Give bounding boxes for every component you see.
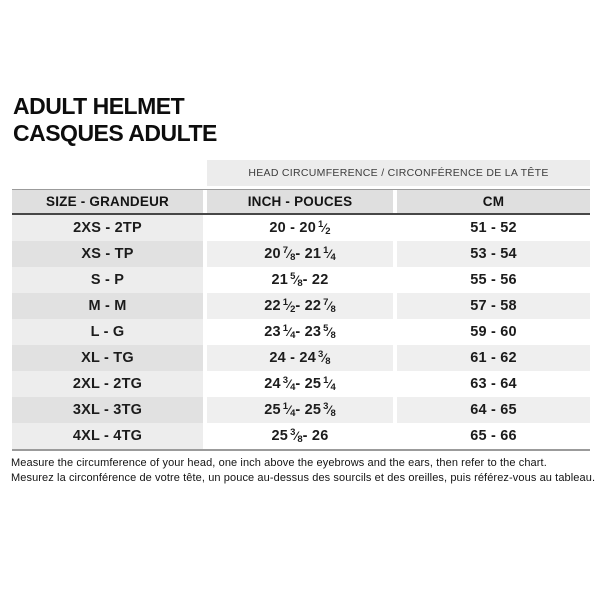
page-title-line1: ADULT HELMET xyxy=(13,93,185,119)
table-row: S - P 21 5 ⁄ 8 - 22 55 - 56 xyxy=(12,267,590,293)
page-title: ADULT HELMET CASQUES ADULTE xyxy=(13,93,217,147)
cm-cell: 59 - 60 xyxy=(397,319,590,345)
span-header-row: HEAD CIRCUMFERENCE / CIRCONFÉRENCE DE LA… xyxy=(12,160,590,186)
head-circumference-span-header: HEAD CIRCUMFERENCE / CIRCONFÉRENCE DE LA… xyxy=(207,160,590,186)
inch-cell: 21 5 ⁄ 8 - 22 xyxy=(207,267,393,293)
cm-cell: 51 - 52 xyxy=(397,215,590,241)
inch-cell: 25 3 ⁄ 8 - 26 xyxy=(207,423,393,449)
cm-cell: 65 - 66 xyxy=(397,423,590,449)
span-header-spacer xyxy=(12,160,203,186)
page-title-line2: CASQUES ADULTE xyxy=(13,120,217,146)
inch-cell: 24 - 24 3 ⁄ 8 xyxy=(207,345,393,371)
table-row: XL - TG 24 - 24 3 ⁄ 8 61 - 62 xyxy=(12,345,590,371)
table-row: XS - TP 20 7 ⁄ 8 - 21 1 ⁄ 4 53 - 54 xyxy=(12,241,590,267)
table-row: L - G 23 1 ⁄ 4 - 23 5 ⁄ 8 59 - 60 xyxy=(12,319,590,345)
table-row: 4XL - 4TG 25 3 ⁄ 8 - 26 65 - 66 xyxy=(12,423,590,449)
size-cell: M - M xyxy=(12,293,203,319)
size-cell: 3XL - 3TG xyxy=(12,397,203,423)
table-rows: 2XS - 2TP 20 - 20 1 ⁄ 2 51 - 52 XS - TP 20 7 ⁄ 8… xyxy=(12,215,590,451)
size-cell: XL - TG xyxy=(12,345,203,371)
size-cell: 4XL - 4TG xyxy=(12,423,203,449)
cm-cell: 53 - 54 xyxy=(397,241,590,267)
instruction-french: Mesurez la circonférence de votre tête, … xyxy=(11,471,596,484)
cm-cell: 57 - 58 xyxy=(397,293,590,319)
column-header-cm: CM xyxy=(397,190,590,213)
column-header-size: SIZE - GRANDEUR xyxy=(12,190,203,213)
inch-cell: 20 7 ⁄ 8 - 21 1 ⁄ 4 xyxy=(207,241,393,267)
inch-cell: 23 1 ⁄ 4 - 23 5 ⁄ 8 xyxy=(207,319,393,345)
inch-cell: 24 3 ⁄ 4 - 25 1 ⁄ 4 xyxy=(207,371,393,397)
size-cell: 2XL - 2TG xyxy=(12,371,203,397)
size-cell: 2XS - 2TP xyxy=(12,215,203,241)
instruction-english: Measure the circumference of your head, … xyxy=(11,457,547,469)
measurement-instructions: Measure the circumference of your head, … xyxy=(11,456,597,485)
table-row: 2XL - 2TG 24 3 ⁄ 4 - 25 1 ⁄ 4 63 - 64 xyxy=(12,371,590,397)
column-header-row: SIZE - GRANDEUR INCH - POUCES CM xyxy=(12,189,590,215)
table-row: M - M 22 1 ⁄ 2 - 22 7 ⁄ 8 57 - 58 xyxy=(12,293,590,319)
inch-cell: 25 1 ⁄ 4 - 25 3 ⁄ 8 xyxy=(207,397,393,423)
cm-cell: 61 - 62 xyxy=(397,345,590,371)
table-row: 3XL - 3TG 25 1 ⁄ 4 - 25 3 ⁄ 8 64 - 65 xyxy=(12,397,590,423)
cm-cell: 63 - 64 xyxy=(397,371,590,397)
size-chart-table: HEAD CIRCUMFERENCE / CIRCONFÉRENCE DE LA… xyxy=(12,160,590,451)
column-header-inch: INCH - POUCES xyxy=(207,190,393,213)
size-cell: XS - TP xyxy=(12,241,203,267)
inch-cell: 22 1 ⁄ 2 - 22 7 ⁄ 8 xyxy=(207,293,393,319)
size-cell: S - P xyxy=(12,267,203,293)
table-row: 2XS - 2TP 20 - 20 1 ⁄ 2 51 - 52 xyxy=(12,215,590,241)
inch-cell: 20 - 20 1 ⁄ 2 xyxy=(207,215,393,241)
cm-cell: 64 - 65 xyxy=(397,397,590,423)
cm-cell: 55 - 56 xyxy=(397,267,590,293)
size-cell: L - G xyxy=(12,319,203,345)
